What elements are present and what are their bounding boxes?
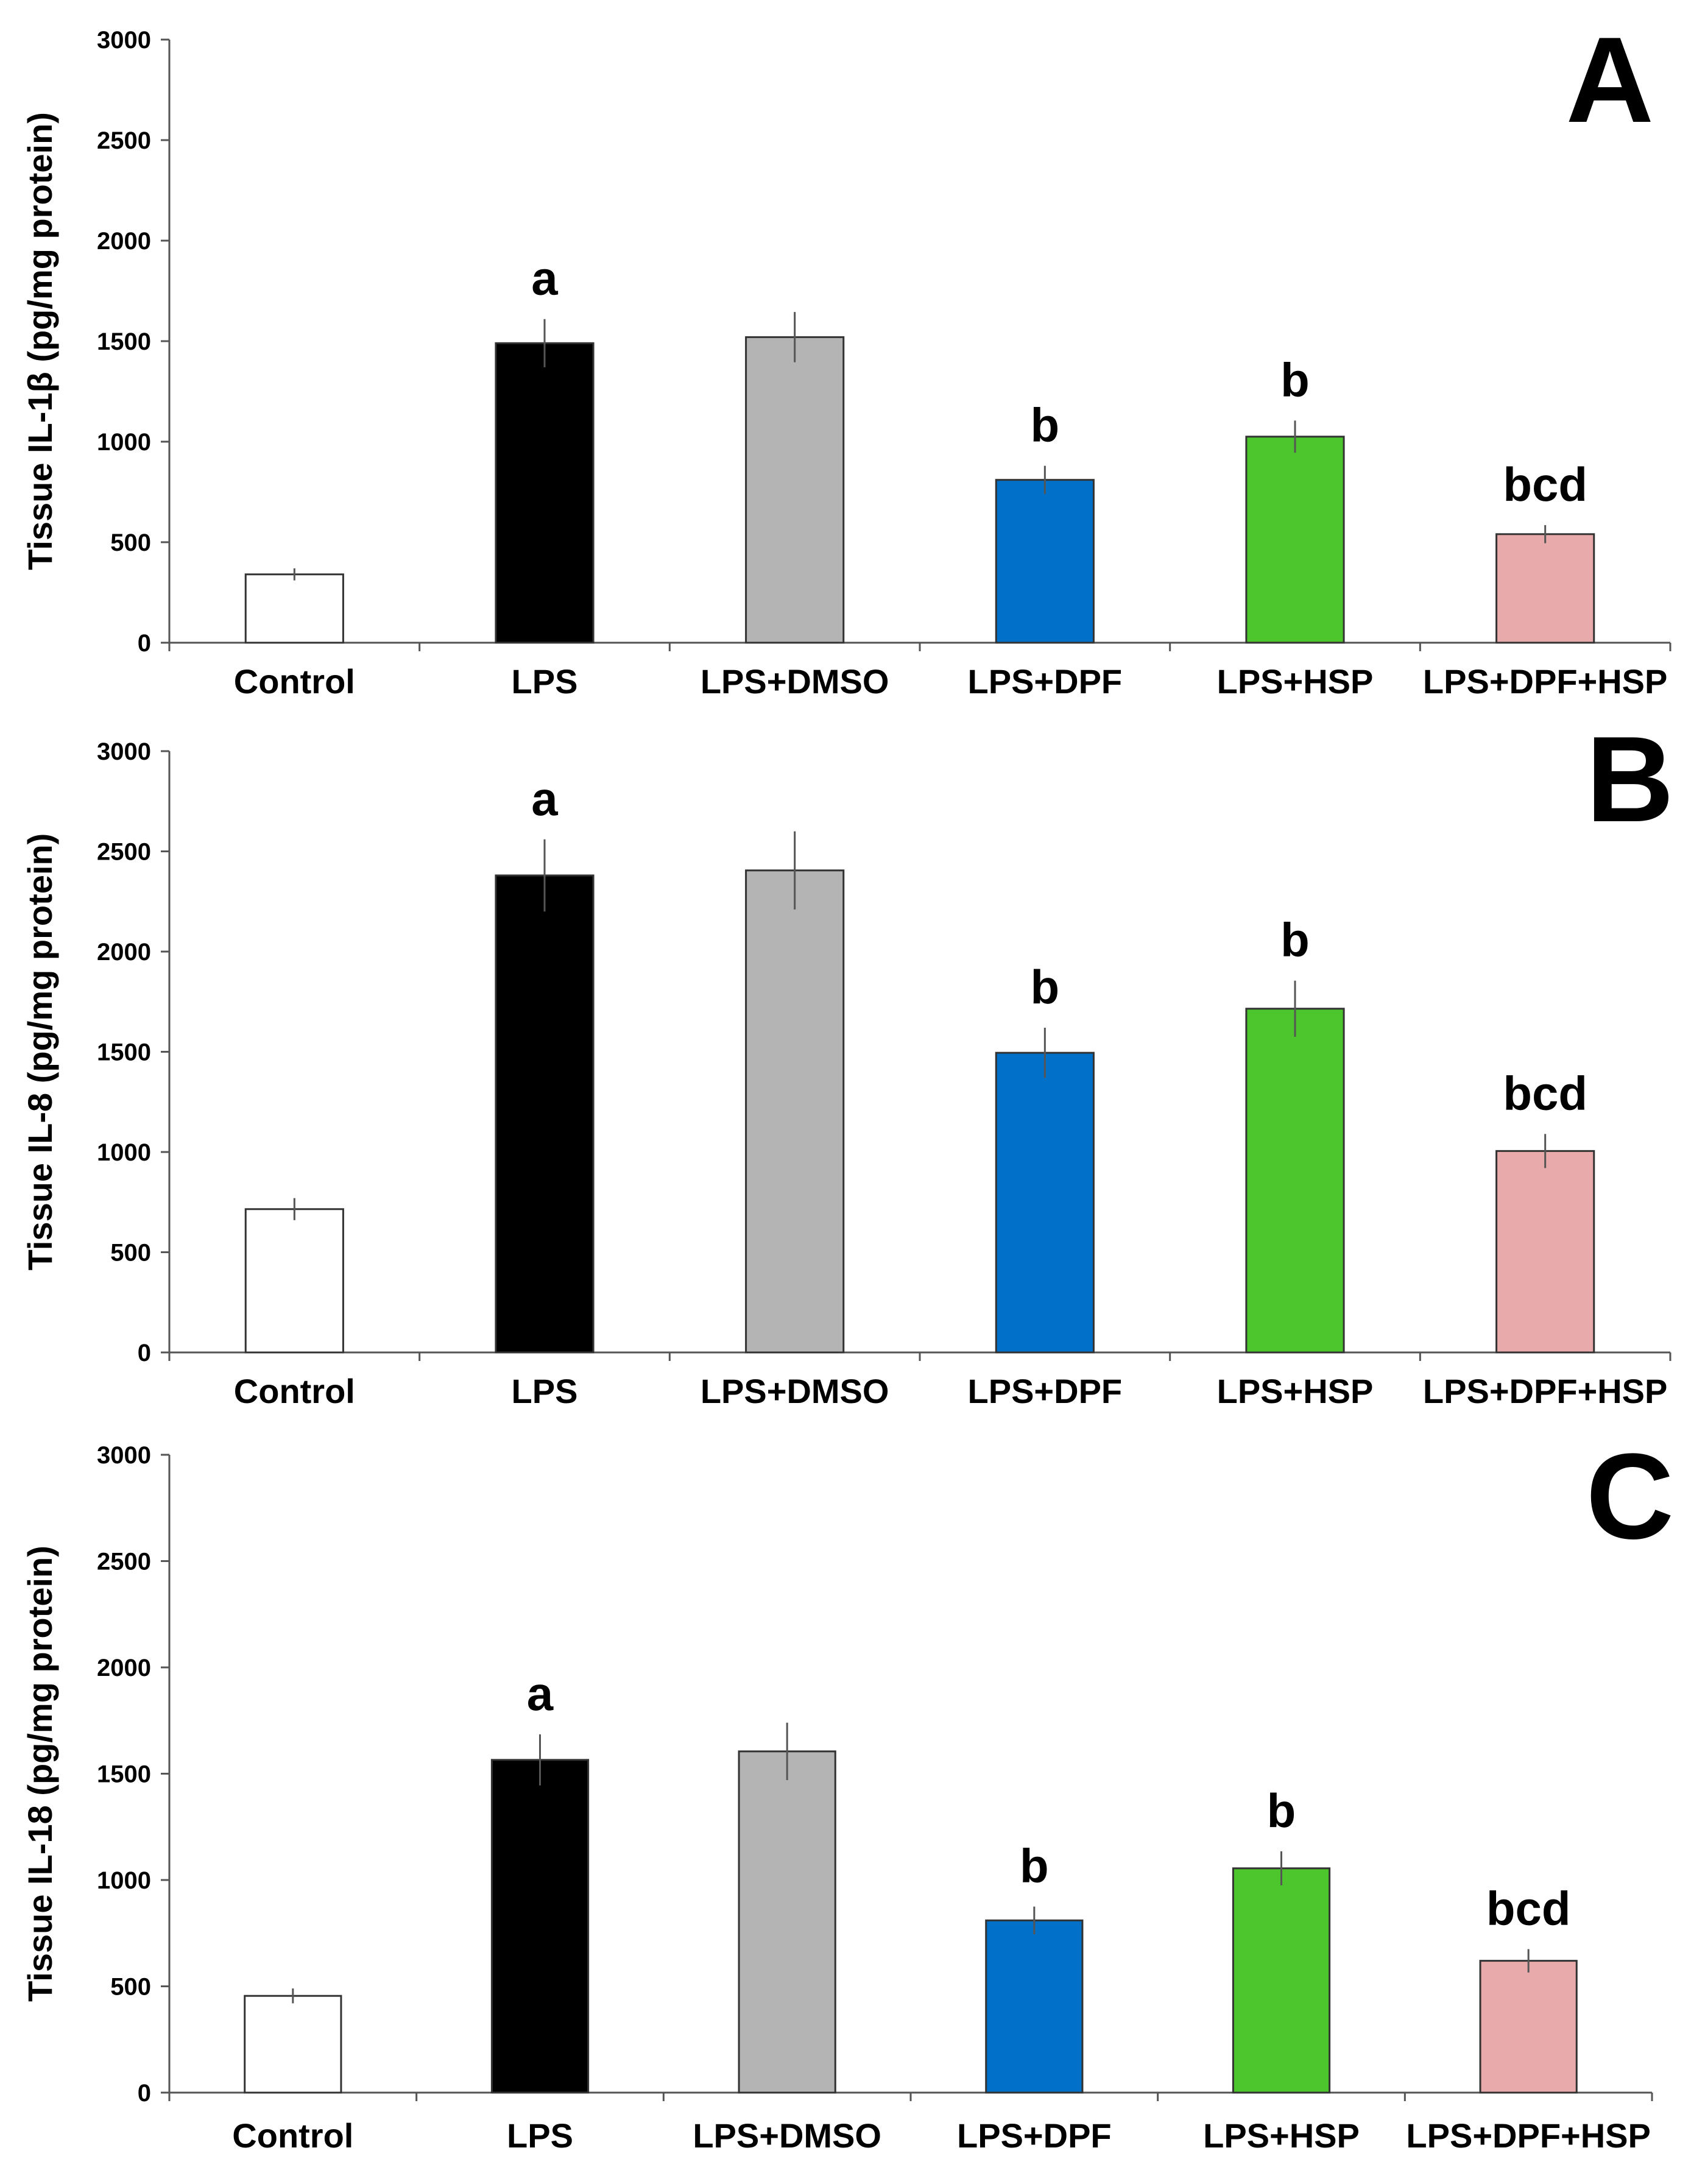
panel-letter: A [1566, 12, 1654, 148]
significance-label: bcd [1503, 1066, 1587, 1120]
significance-label: bcd [1503, 458, 1587, 511]
bar-lps [490, 1759, 590, 2094]
significance-label: a [531, 772, 558, 825]
bar-lps-dmso [745, 869, 845, 1354]
x-category-label: Control [234, 662, 355, 701]
bar-lps-dmso [745, 336, 845, 644]
significance-label: b [1031, 960, 1060, 1014]
chart-panel-a: 0 500 1000 1500 2000 2500 3000 Control LPS a LPS+D… [21, 12, 1671, 701]
x-category-label: LPS+HSP [1217, 1372, 1374, 1410]
y-tick-label: 3000 [97, 1442, 151, 1469]
x-category-label: LPS+HSP [1203, 2116, 1360, 2155]
bar-lps-hsp [1245, 1008, 1345, 1354]
bar-lps-dmso [738, 1750, 836, 2094]
y-tick-label: 0 [138, 2080, 151, 2107]
bar-control [244, 1208, 344, 1354]
significance-label: b [1280, 353, 1310, 406]
bar-lps-dpf [995, 479, 1095, 644]
bar-lps [495, 874, 595, 1354]
y-tick-label: 2500 [97, 1549, 151, 1575]
y-tick-label: 2000 [97, 228, 151, 255]
x-category-label: Control [234, 1372, 355, 1410]
y-axis-title: Tissue IL-8 (pg/mg protein) [21, 833, 59, 1271]
significance-label: bcd [1486, 1881, 1571, 1935]
x-category-label: LPS+DMSO [701, 662, 889, 701]
x-category-label: LPS+DPF [957, 2116, 1112, 2155]
significance-label: a [531, 252, 558, 305]
panel-letter: B [1586, 712, 1674, 847]
bar-lps-dpf-hsp [1479, 1960, 1578, 2094]
significance-label: b [1020, 1839, 1049, 1893]
x-category-label: LPS [507, 2116, 573, 2155]
x-category-label: Control [232, 2116, 353, 2155]
y-tick-label: 1500 [97, 1039, 151, 1066]
x-category-label: LPS+DPF [968, 662, 1123, 701]
x-category-label: LPS+DMSO [701, 1372, 889, 1410]
chart-panel-b: 0 500 1000 1500 2000 2500 3000 Control LPS a LPS+D… [21, 712, 1674, 1410]
bar-control [244, 1995, 342, 2094]
bar-lps-dpf-hsp [1495, 533, 1595, 644]
significance-label: a [527, 1667, 554, 1720]
bar-lps [495, 342, 595, 644]
y-axis-title: Tissue IL-18 (pg/mg protein) [21, 1546, 59, 2002]
significance-label: b [1267, 1784, 1296, 1837]
y-tick-label: 2500 [97, 839, 151, 866]
y-tick-label: 3000 [97, 738, 151, 765]
significance-label: b [1280, 913, 1310, 967]
y-tick-label: 500 [110, 529, 151, 556]
y-axis-title: Tissue IL-1β (pg/mg protein) [21, 112, 59, 570]
y-tick-label: 2000 [97, 1655, 151, 1681]
y-tick-label: 3000 [97, 27, 151, 54]
x-category-label: LPS+HSP [1217, 662, 1374, 701]
y-tick-label: 1000 [97, 1139, 151, 1166]
bar-lps-dpf [995, 1051, 1095, 1354]
y-tick-label: 500 [110, 1240, 151, 1267]
y-tick-label: 500 [110, 1974, 151, 2001]
x-category-label: LPS+DPF+HSP [1423, 1372, 1667, 1410]
bar-lps-hsp [1245, 436, 1345, 644]
panel-letter: C [1586, 1429, 1674, 1564]
bar-control [244, 573, 344, 644]
bar-lps-dpf [985, 1919, 1084, 2094]
x-category-label: LPS+DMSO [693, 2116, 881, 2155]
y-tick-label: 2500 [97, 127, 151, 154]
y-tick-label: 1500 [97, 328, 151, 355]
x-category-label: LPS+DPF+HSP [1423, 662, 1667, 701]
x-category-label: LPS+DPF+HSP [1406, 2116, 1650, 2155]
y-tick-label: 2000 [97, 939, 151, 966]
y-tick-label: 0 [138, 630, 151, 657]
y-tick-label: 1000 [97, 429, 151, 456]
bar-lps-hsp [1232, 1867, 1331, 2094]
x-category-label: LPS+DPF [968, 1372, 1123, 1410]
x-category-label: LPS [512, 1372, 578, 1410]
significance-label: b [1031, 398, 1060, 452]
chart-panel-c: 0 500 1000 1500 2000 2500 3000 Control LPS a LPS+D… [21, 1429, 1674, 2155]
x-category-label: LPS [512, 662, 578, 701]
y-tick-label: 1500 [97, 1761, 151, 1788]
bar-lps-dpf-hsp [1495, 1150, 1595, 1354]
y-tick-label: 1000 [97, 1867, 151, 1894]
y-tick-label: 0 [138, 1340, 151, 1366]
